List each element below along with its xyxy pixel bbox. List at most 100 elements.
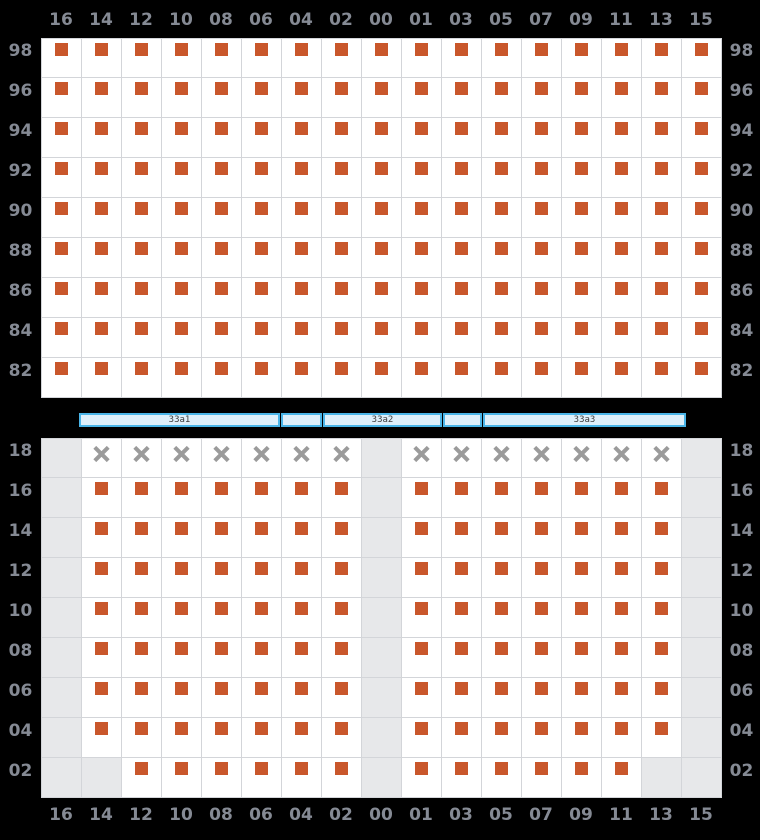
slot-occupied[interactable] [442,678,482,718]
slot-occupied[interactable] [82,718,122,758]
slot-occupied[interactable] [322,318,362,358]
slot-occupied[interactable] [122,118,162,158]
slot-occupied[interactable] [482,718,522,758]
slot-occupied[interactable] [522,598,562,638]
slot-occupied[interactable] [202,718,242,758]
slot-occupied[interactable] [242,718,282,758]
slot-occupied[interactable] [162,558,202,598]
slot-occupied[interactable] [362,158,402,198]
slot-occupied[interactable] [522,118,562,158]
slot-occupied[interactable] [242,78,282,118]
slot-occupied[interactable] [282,718,322,758]
slot-occupied[interactable] [522,318,562,358]
slot-occupied[interactable] [482,678,522,718]
slot-occupied[interactable] [82,38,122,78]
slot-occupied[interactable] [322,198,362,238]
slot-occupied[interactable] [82,318,122,358]
hatch-cover-segment[interactable]: 33a3 [483,413,686,427]
slot-occupied[interactable] [562,718,602,758]
slot-occupied[interactable] [82,198,122,238]
slot-occupied[interactable] [522,478,562,518]
slot-occupied[interactable] [162,358,202,398]
slot-occupied[interactable] [482,198,522,238]
slot-occupied[interactable] [482,278,522,318]
slot-occupied[interactable] [322,278,362,318]
slot-occupied[interactable] [642,358,682,398]
slot-occupied[interactable] [562,198,602,238]
slot-occupied[interactable] [322,118,362,158]
slot-occupied[interactable] [682,238,722,278]
slot-occupied[interactable] [642,598,682,638]
slot-occupied[interactable] [242,358,282,398]
slot-occupied[interactable] [162,158,202,198]
slot-occupied[interactable] [642,238,682,278]
slot-occupied[interactable] [482,518,522,558]
slot-occupied[interactable] [602,638,642,678]
slot-occupied[interactable] [642,78,682,118]
slot-occupied[interactable] [282,198,322,238]
hatch-cover-spacer[interactable] [443,413,482,427]
slot-occupied[interactable] [522,518,562,558]
slot-occupied[interactable] [442,598,482,638]
slot-occupied[interactable] [202,758,242,798]
slot-occupied[interactable] [602,78,642,118]
slot-occupied[interactable] [562,558,602,598]
slot-occupied[interactable] [562,278,602,318]
hatch-cover-segment[interactable]: 33a2 [323,413,442,427]
slot-occupied[interactable] [322,478,362,518]
slot-occupied[interactable] [82,678,122,718]
slot-blocked[interactable] [402,438,442,478]
slot-blocked[interactable] [122,438,162,478]
slot-occupied[interactable] [282,598,322,638]
slot-occupied[interactable] [282,558,322,598]
slot-occupied[interactable] [322,518,362,558]
slot-occupied[interactable] [642,718,682,758]
slot-occupied[interactable] [282,38,322,78]
slot-occupied[interactable] [442,278,482,318]
slot-occupied[interactable] [122,318,162,358]
slot-occupied[interactable] [82,358,122,398]
slot-occupied[interactable] [522,678,562,718]
slot-occupied[interactable] [402,278,442,318]
slot-occupied[interactable] [402,358,442,398]
slot-occupied[interactable] [442,78,482,118]
slot-occupied[interactable] [42,238,82,278]
slot-occupied[interactable] [122,278,162,318]
slot-occupied[interactable] [202,478,242,518]
slot-occupied[interactable] [282,278,322,318]
slot-occupied[interactable] [362,38,402,78]
slot-occupied[interactable] [282,238,322,278]
slot-occupied[interactable] [202,518,242,558]
slot-occupied[interactable] [562,158,602,198]
slot-occupied[interactable] [282,318,322,358]
slot-occupied[interactable] [242,478,282,518]
slot-occupied[interactable] [362,318,402,358]
slot-occupied[interactable] [82,118,122,158]
slot-occupied[interactable] [482,118,522,158]
slot-occupied[interactable] [162,478,202,518]
slot-occupied[interactable] [642,278,682,318]
slot-occupied[interactable] [602,238,642,278]
slot-occupied[interactable] [602,318,642,358]
slot-occupied[interactable] [122,718,162,758]
slot-occupied[interactable] [122,638,162,678]
slot-occupied[interactable] [642,558,682,598]
slot-occupied[interactable] [682,158,722,198]
slot-occupied[interactable] [82,518,122,558]
slot-occupied[interactable] [402,678,442,718]
slot-occupied[interactable] [122,478,162,518]
slot-occupied[interactable] [82,278,122,318]
slot-occupied[interactable] [322,678,362,718]
slot-occupied[interactable] [242,278,282,318]
slot-occupied[interactable] [482,358,522,398]
slot-occupied[interactable] [602,478,642,518]
slot-occupied[interactable] [682,278,722,318]
slot-occupied[interactable] [562,478,602,518]
slot-occupied[interactable] [322,158,362,198]
slot-occupied[interactable] [682,78,722,118]
slot-occupied[interactable] [482,758,522,798]
slot-occupied[interactable] [242,758,282,798]
slot-occupied[interactable] [522,638,562,678]
slot-occupied[interactable] [282,478,322,518]
slot-occupied[interactable] [562,598,602,638]
